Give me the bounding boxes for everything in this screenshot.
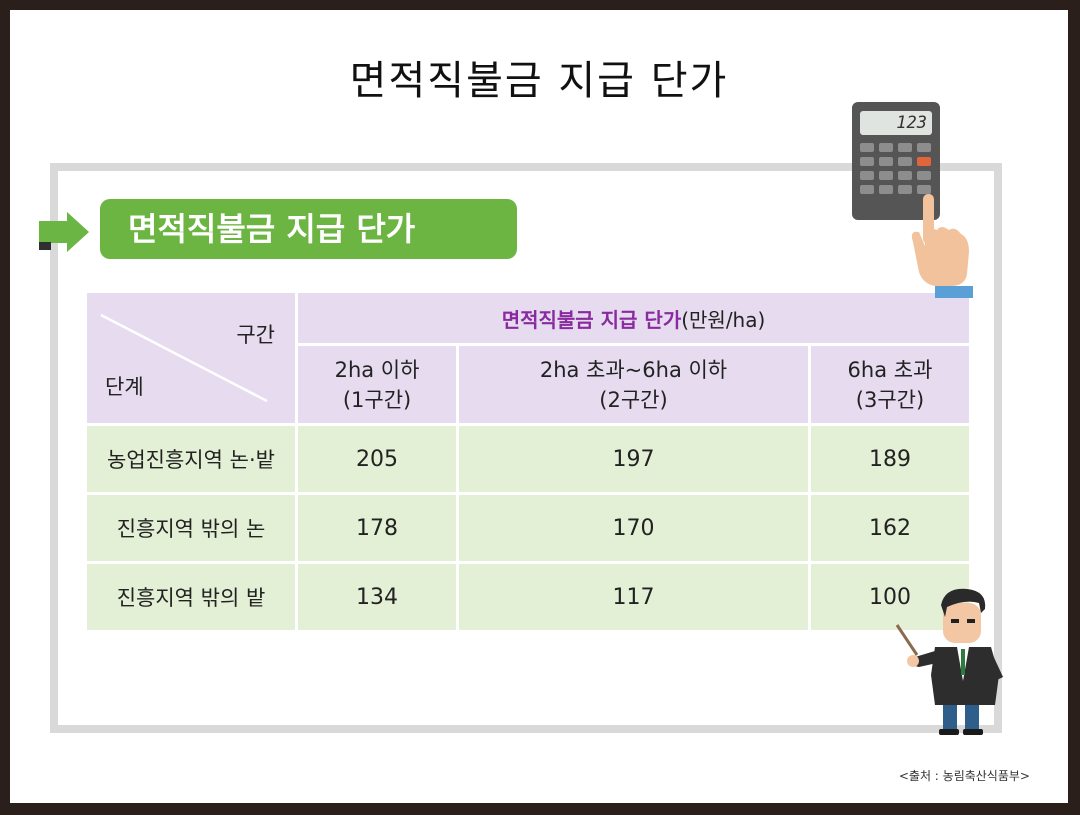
page-title: 면적직불금 지급 단가 (349, 58, 729, 104)
arrow-right-icon-head (67, 212, 89, 252)
main-header-unit: (만원/ha) (681, 307, 766, 332)
table-corner-cell: 구간 단계 (87, 293, 295, 423)
table-cell: 162 (810, 495, 969, 561)
row-label: 진흥지역 밖의 밭 (87, 564, 295, 630)
arrow-shadow (39, 242, 51, 250)
column-header-1: 2ha 이하 (1구간) (298, 346, 457, 423)
column-header-2: 2ha 초과~6ha 이하 (2구간) (459, 346, 808, 423)
businessman-icon (895, 588, 1003, 735)
table-row: 진흥지역 밖의 논 178 170 162 (87, 495, 969, 561)
row-label: 농업진흥지역 논·밭 (87, 426, 295, 492)
table-cell: 134 (298, 564, 457, 630)
table-cell: 205 (298, 426, 457, 492)
column-header-3: 6ha 초과 (3구간) (810, 346, 969, 423)
source-caption: <출처 : 농림축산식품부> (898, 769, 1030, 783)
table-cell: 197 (459, 426, 808, 492)
column-header-3-range: 6ha 초과 (847, 357, 933, 382)
calculator-keys (860, 143, 932, 194)
diagonal-line (100, 313, 268, 403)
rates-table: 구간 단계 면적직불금 지급 단가(만원/ha) 2ha 이하 (1구간) 2h… (84, 290, 972, 633)
table-main-header: 면적직불금 지급 단가(만원/ha) (298, 293, 969, 343)
calculator-display: 123 (860, 111, 932, 135)
column-header-2-tier: (2구간) (599, 387, 668, 412)
table-cell: 100 (810, 564, 969, 630)
corner-label-section: 구간 (236, 323, 275, 347)
row-label: 진흥지역 밖의 논 (87, 495, 295, 561)
table-row: 농업진흥지역 논·밭 205 197 189 (87, 426, 969, 492)
column-header-1-tier: (1구간) (342, 387, 412, 412)
arrow-right-icon (39, 221, 69, 243)
section-label: 면적직불금 지급 단가 (100, 199, 517, 259)
table-cell: 117 (459, 564, 808, 630)
table-row: 진흥지역 밖의 밭 134 117 100 (87, 564, 969, 630)
table-cell: 178 (298, 495, 457, 561)
table-cell: 189 (810, 426, 969, 492)
column-header-2-range: 2ha 초과~6ha 이하 (539, 357, 728, 382)
column-header-3-tier: (3구간) (855, 387, 925, 412)
main-header-title: 면적직불금 지급 단가 (501, 307, 682, 332)
column-header-1-range: 2ha 이하 (334, 357, 420, 382)
corner-label-stage: 단계 (105, 375, 144, 399)
table-cell: 170 (459, 495, 808, 561)
pointing-hand-icon (911, 194, 973, 298)
